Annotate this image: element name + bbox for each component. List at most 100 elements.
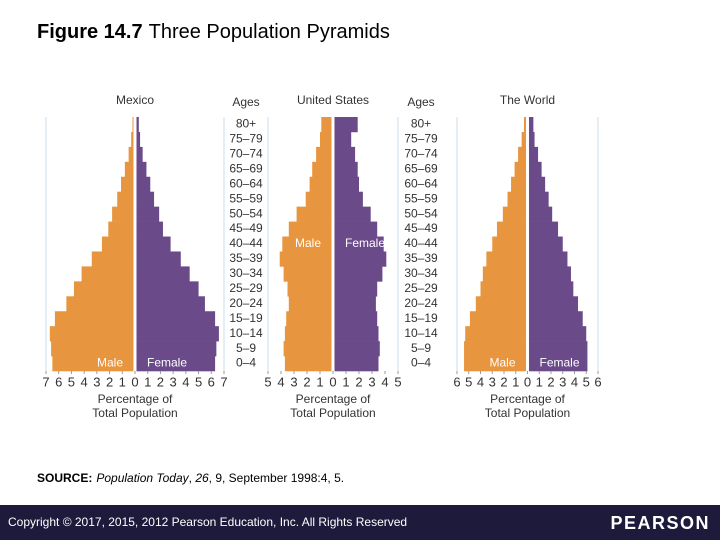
bar [334,191,363,207]
source-title: Population Today [96,471,189,485]
bar [514,161,526,178]
bar [124,161,134,178]
bar [136,191,155,207]
x-tick-label: 3 [290,374,297,389]
bar [117,191,134,207]
bar [475,296,526,312]
x-tick-label: 1 [342,374,349,389]
bar [529,296,579,312]
bar [136,311,216,327]
bar [334,356,379,372]
bar [287,281,332,297]
age-label: 75–79 [404,132,438,146]
age-label: 55–59 [229,191,263,205]
x-axis-label: Percentage of [98,392,173,406]
age-label: 0–4 [236,356,256,370]
bar [529,161,542,178]
bar [334,296,376,312]
bar [136,206,160,222]
bar [529,281,574,297]
bar [334,326,379,342]
age-label: 20–24 [404,296,438,310]
legend-label: Male [489,356,515,370]
x-tick-label: 1 [144,374,151,389]
bar [464,356,526,372]
x-tick-label: 6 [208,374,215,389]
age-label: 80+ [236,117,256,131]
bar [52,356,134,372]
bar [334,176,359,193]
x-tick-label: 1 [536,374,543,389]
bar [282,236,332,252]
bar [507,191,526,207]
x-tick-label: 3 [489,374,496,389]
age-label: 80+ [411,117,431,131]
source: SOURCE: Population Today, 26, 9, Septembe… [37,471,344,485]
bar [136,281,199,297]
age-label: 40–44 [404,236,438,250]
bar [128,146,134,163]
bar [136,176,151,193]
bar [334,146,356,163]
age-label: 25–29 [229,281,263,295]
bar [334,117,358,133]
x-tick-label: 6 [453,374,460,389]
legend-label: Female [147,356,187,370]
bar [321,117,332,133]
bar [131,131,134,148]
age-label: 75–79 [229,132,263,146]
x-tick-label: 0 [329,374,336,389]
bar [54,311,134,327]
chart-title: United States [297,93,369,107]
bar [523,117,526,133]
bar [283,266,332,282]
x-tick-label: 5 [195,374,202,389]
bar [136,326,219,342]
footer-bar [0,505,720,540]
x-tick-label: 4 [571,374,578,389]
slide-title: Figure 14.7 Three Population Pyramids [37,21,390,43]
bar [136,236,171,252]
bar [91,251,134,267]
bar [49,326,134,342]
bar [529,221,559,237]
x-tick-label: 0 [131,374,138,389]
age-label: 35–39 [229,251,263,265]
source-label: SOURCE: [37,471,92,485]
bar [334,251,387,267]
x-tick-label: 5 [583,374,590,389]
bar [283,341,332,357]
bar [529,131,535,148]
bar [502,206,526,222]
x-tick-label: 2 [157,374,164,389]
bar [469,311,526,327]
ages-label: Ages [232,95,259,109]
legend-label: Male [97,356,123,370]
bar [66,296,134,312]
x-tick-label: 6 [55,374,62,389]
bar [334,131,352,148]
bar [521,131,526,148]
bar [334,281,378,297]
bar [529,356,588,372]
figure-title: Three Population Pyramids [149,21,390,43]
copyright: Copyright © 2017, 2015, 2012 Pearson Edu… [8,515,407,529]
x-tick-label: 7 [42,374,49,389]
age-label: 50–54 [229,206,263,220]
x-tick-label: 2 [547,374,554,389]
x-tick-label: 4 [381,374,388,389]
x-axis-label: Total Population [485,406,570,420]
bar [136,117,139,133]
age-label: 60–64 [229,176,263,190]
x-tick-label: 3 [93,374,100,389]
bar [334,206,371,222]
bar [334,161,358,178]
bar [529,117,534,133]
age-label: 10–14 [229,326,263,340]
bar [529,206,553,222]
age-label: 5–9 [411,341,431,355]
ages-label: Ages [407,95,434,109]
age-label: 50–54 [404,206,438,220]
x-tick-label: 2 [106,374,113,389]
